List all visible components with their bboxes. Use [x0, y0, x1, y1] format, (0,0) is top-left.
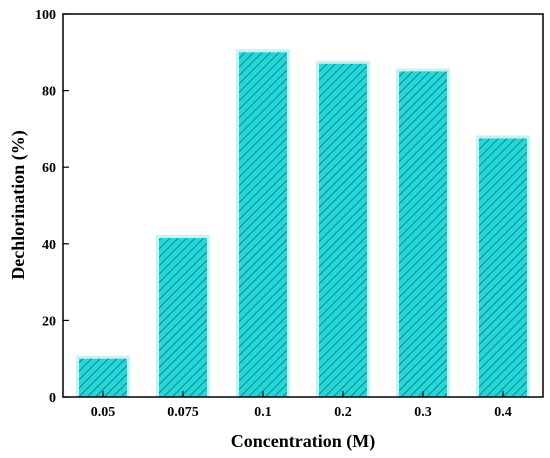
- bar-0.05: [79, 358, 127, 397]
- bar-0.2: [319, 63, 367, 397]
- x-tick-label-0.2: 0.2: [334, 405, 352, 420]
- x-axis-label: Concentration (M): [231, 431, 375, 452]
- y-axis-label: Dechlorination (%): [8, 130, 29, 279]
- x-tick-label-0.3: 0.3: [414, 405, 432, 420]
- bar-0.3: [399, 71, 447, 397]
- x-tick-label-0.05: 0.05: [91, 405, 116, 420]
- bar-0.4: [479, 138, 527, 397]
- ticks-group: 0.05 0.075 0.1 0.2 0.3 0.4 0 20 40 60 80 100: [35, 8, 512, 420]
- bars-group: [76, 49, 530, 398]
- bar-0.1: [239, 52, 287, 398]
- y-tick-label-40: 40: [42, 238, 56, 253]
- y-tick-label-100: 100: [35, 8, 56, 23]
- bar-0.075: [159, 238, 207, 397]
- x-tick-label-0.075: 0.075: [167, 405, 199, 420]
- y-tick-label-60: 60: [42, 161, 56, 176]
- y-tick-label-80: 80: [42, 85, 56, 100]
- plot-frame: [62, 13, 544, 398]
- y-tick-label-20: 20: [42, 314, 56, 329]
- y-tick-label-0: 0: [49, 391, 56, 406]
- x-tick-label-0.1: 0.1: [254, 405, 272, 420]
- x-tick-label-0.4: 0.4: [494, 405, 512, 420]
